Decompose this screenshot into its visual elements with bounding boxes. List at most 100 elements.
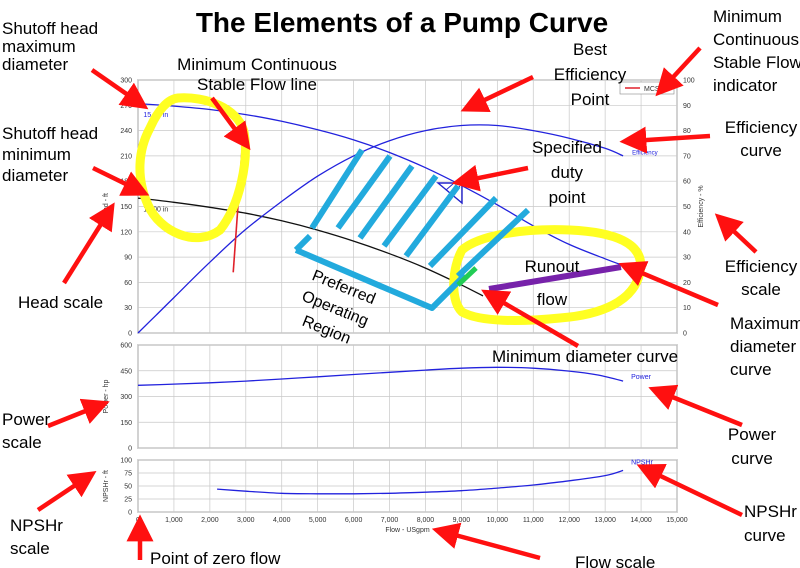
- duty-arrow: [451, 164, 529, 192]
- x-tick-label: 9,000: [453, 517, 471, 524]
- head-scale-annotation: Head scale: [18, 293, 103, 312]
- max-dia-annotation-line: diameter: [730, 337, 796, 356]
- head-y2-tick-label: 80: [683, 128, 691, 135]
- power-panel: 0 150 300 450 600 Power - hp Power: [103, 343, 678, 453]
- power-curve-label: Power: [631, 374, 652, 381]
- min-dia-annotation-line: Minimum diameter curve: [492, 347, 678, 366]
- npshr-scale-annotation-line: NPSHr: [10, 516, 63, 535]
- eff-scale-annotation-line: scale: [741, 280, 781, 299]
- head-y2-tick-label: 60: [683, 179, 691, 186]
- operating-region-bar: [381, 174, 439, 248]
- bep-annotation-line: Best: [573, 40, 607, 59]
- head-y-tick-label: 240: [120, 128, 132, 135]
- head-y-tick-label: 300: [120, 78, 132, 85]
- npshr-scale-annotation: NPSHr scale: [10, 516, 63, 558]
- min-dia-annotation: Minimum diameter curve: [492, 347, 678, 366]
- npshr-y-tick-label: 0: [128, 510, 132, 517]
- npshr-curve: [217, 469, 624, 495]
- head-y2-tick-label: 10: [683, 305, 691, 312]
- operating-region-bar: [427, 195, 499, 269]
- npshr-panel: 0 25 50 75 100 NPSHr - ft 0 1,000 2,000 3,000 4,00…: [103, 458, 688, 535]
- operating-region-frame: [294, 247, 468, 311]
- head-y2-tick-label: 20: [683, 280, 691, 287]
- shutoff-min-annotation: Shutoff head minimum diameter: [2, 124, 98, 185]
- operating-region-bar: [357, 164, 415, 240]
- head-y2-tick-label: 70: [683, 153, 691, 160]
- npshr-scale-arrow: [36, 471, 97, 512]
- eff-curve-annotation-line: curve: [740, 141, 782, 160]
- max-dia-arrow: [618, 261, 719, 308]
- shutoff-min-annotation-line: minimum: [2, 145, 71, 164]
- operating-region-bar: [309, 148, 365, 230]
- npshr-curve-arrow: [636, 464, 743, 518]
- runout-annotation-line: Runout: [525, 257, 580, 276]
- efficiency-curve: [137, 124, 624, 334]
- power-scale-annotation: Power scale: [2, 410, 51, 452]
- x-tick-label: 13,000: [594, 517, 616, 524]
- runout-annotation-line: flow: [537, 290, 568, 309]
- shutoff-min-annotation-line: Shutoff head: [2, 124, 98, 143]
- power-scale-annotation-line: Power: [2, 410, 51, 429]
- duty-annotation-line: Specified: [532, 138, 602, 157]
- power-y-tick-label: 0: [128, 446, 132, 453]
- eff-curve-arrow: [619, 126, 711, 154]
- operating-region-bar: [455, 207, 531, 279]
- npshr-curve-label: NPSHr: [631, 459, 653, 466]
- eff-scale-arrow: [714, 213, 758, 254]
- x-tick-label: 10,000: [487, 517, 509, 524]
- shutoff-min-arrow: [92, 165, 150, 196]
- duty-annotation-line: point: [549, 188, 586, 207]
- mcsf-line-annotation-line: Stable Flow line: [197, 75, 317, 94]
- x-tick-label: 2,000: [201, 517, 219, 524]
- max-dia-annotation-line: curve: [730, 360, 772, 379]
- bep-annotation-line: Point: [571, 90, 610, 109]
- mcsf-indicator-annotation-line: Stable Flow: [713, 53, 800, 72]
- max-dia-annotation: Maximum diameter curve: [730, 314, 800, 379]
- mcsf-legend-label: MCSF: [644, 86, 664, 93]
- flow-scale-annotation-line: Flow scale: [575, 553, 655, 568]
- power-y-tick-label: 600: [120, 343, 132, 350]
- power-curve-annotation-line: curve: [731, 449, 773, 468]
- head-y2-tick-label: 50: [683, 204, 691, 211]
- npshr-y-tick-label: 75: [124, 471, 132, 478]
- x-tick-label: 0: [136, 517, 140, 524]
- bep-annotation: Best Efficiency Point: [554, 40, 627, 109]
- npshr-y-tick-label: 25: [124, 497, 132, 504]
- annotation-arrows: [36, 46, 758, 561]
- x-tick-label: 5,000: [309, 517, 327, 524]
- x-tick-label: 8,000: [417, 517, 435, 524]
- head-y2-tick-label: 40: [683, 229, 691, 236]
- eff-curve-annotation-line: Efficiency: [725, 118, 798, 137]
- npshr-curve-annotation-line: NPSHr: [744, 502, 797, 521]
- npshr-y-tick-label: 100: [120, 458, 132, 465]
- head-y-tick-label: 60: [124, 280, 132, 287]
- power-y-tick-label: 300: [120, 394, 132, 401]
- head-y-tick-label: 120: [120, 229, 132, 236]
- annotation-labels: Shutoff head maximum diameter Minimum Conti…: [2, 7, 800, 568]
- mcsf-ind-arrow: [655, 46, 702, 97]
- eff-curve-annotation: Efficiency curve: [725, 118, 798, 160]
- head-y-tick-label: 90: [124, 255, 132, 262]
- power-y-axis-label: Power - hp: [103, 379, 110, 413]
- min-dia-arrow: [481, 289, 580, 348]
- power-scale-annotation-line: scale: [2, 433, 42, 452]
- shutoff-max-annotation-line: maximum: [2, 37, 76, 56]
- page-title: The Elements of a Pump Curve: [196, 7, 608, 38]
- head-y2-tick-label: 100: [683, 78, 695, 85]
- bep-arrow: [460, 74, 534, 113]
- x-tick-label: 14,000: [630, 517, 652, 524]
- zero-flow-annotation: Point of zero flow: [150, 549, 281, 568]
- x-tick-label: 7,000: [381, 517, 399, 524]
- mcsf-indicator-annotation-line: Continuous: [713, 30, 799, 49]
- shutoff-min-annotation-line: diameter: [2, 166, 68, 185]
- plot-panels: 0306090120150180210240270300010203040506…: [103, 78, 705, 535]
- x-tick-label: 1,000: [165, 517, 183, 524]
- efficiency-curve-label: Efficiency: [632, 151, 658, 157]
- mcsf-indicator-annotation-line: indicator: [713, 76, 778, 95]
- eff-scale-annotation: Efficiency scale: [725, 257, 798, 299]
- operating-region: [293, 148, 531, 311]
- head-y2-tick-label: 0: [683, 331, 687, 338]
- mcsf-indicator-annotation: Minimum Continuous Stable Flow indicator: [713, 7, 800, 95]
- x-tick-label: 6,000: [345, 517, 363, 524]
- npshr-curve-annotation-line: curve: [744, 526, 786, 545]
